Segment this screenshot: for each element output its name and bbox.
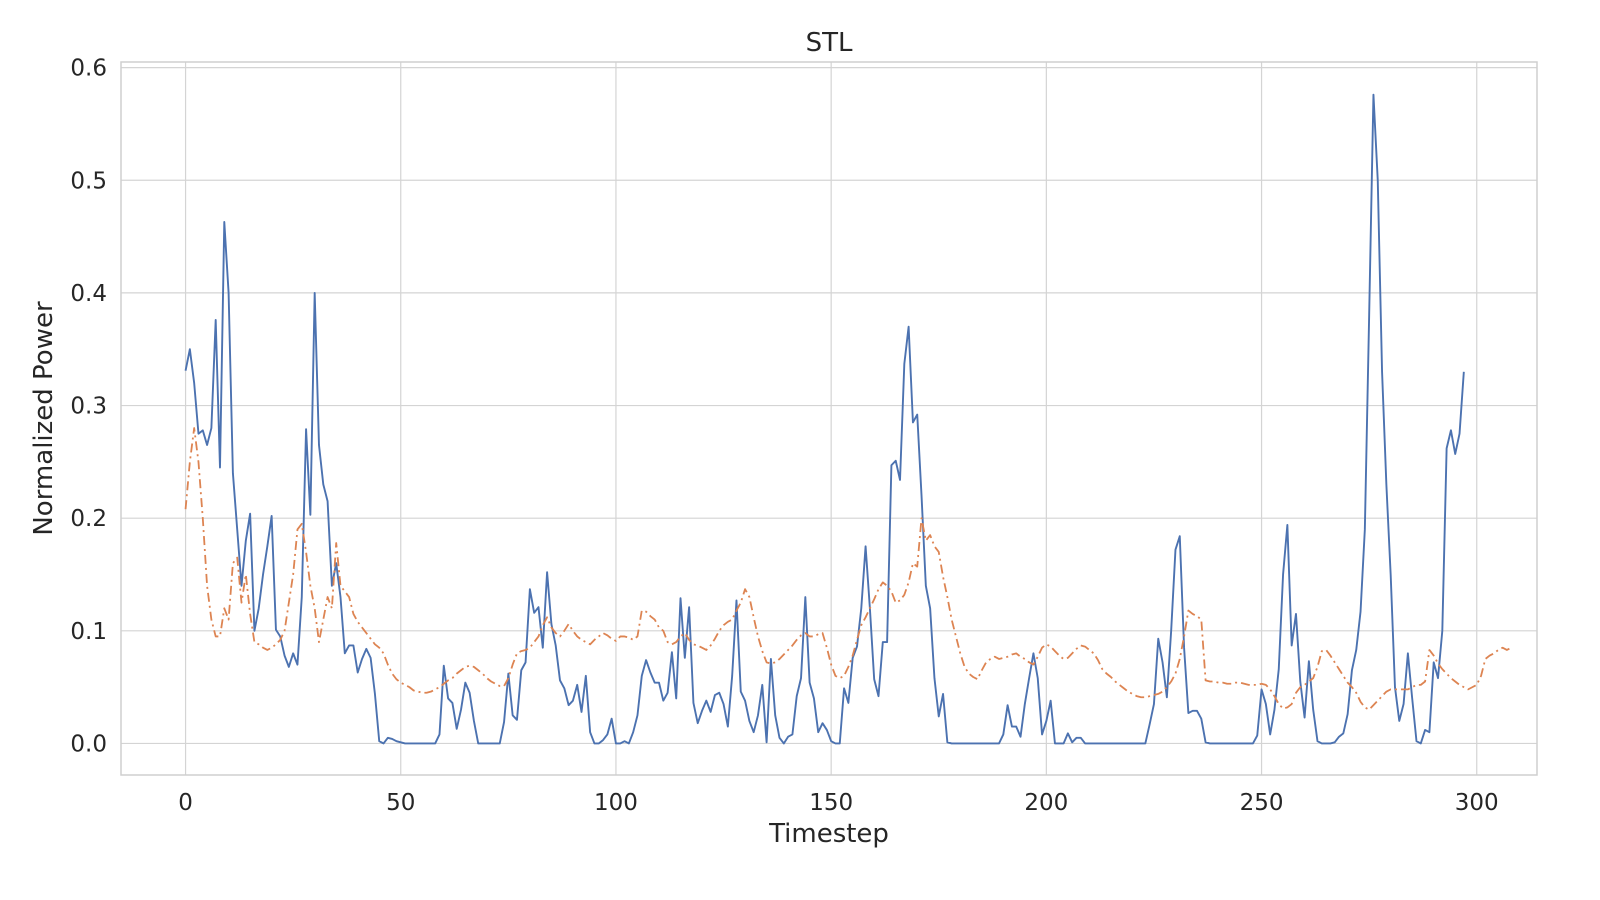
series-line-2 <box>184 427 1512 711</box>
y-tick-labels: 0.0 0.1 0.2 0.3 0.4 0.5 0.6 <box>70 56 107 758</box>
y-axis-label: Normalized Power <box>29 301 59 536</box>
y-tick-label: 0.6 <box>70 56 107 82</box>
y-tick-label: 0.5 <box>70 168 107 194</box>
x-axis-label: Timestep <box>768 819 889 849</box>
x-tick-label: 300 <box>1455 790 1499 816</box>
y-tick-label: 0.2 <box>70 506 107 532</box>
x-tick-labels: 0 50 100 150 200 250 300 <box>178 790 1498 816</box>
series-layer <box>184 93 1512 745</box>
x-tick-label: 250 <box>1240 790 1284 816</box>
series-line-1 <box>184 93 1465 745</box>
y-tick-label: 0.4 <box>70 281 107 307</box>
x-tick-label: 150 <box>809 790 853 816</box>
x-tick-label: 100 <box>594 790 638 816</box>
y-tick-label: 0.1 <box>70 619 107 645</box>
y-tick-label: 0.3 <box>70 394 107 420</box>
plot-frame <box>120 61 1538 776</box>
y-tick-label: 0.0 <box>70 731 107 757</box>
x-tick-label: 200 <box>1024 790 1068 816</box>
grid-lines <box>121 62 1537 775</box>
chart-title: STL <box>806 28 853 58</box>
x-tick-label: 0 <box>178 790 193 816</box>
x-tick-label: 50 <box>386 790 415 816</box>
